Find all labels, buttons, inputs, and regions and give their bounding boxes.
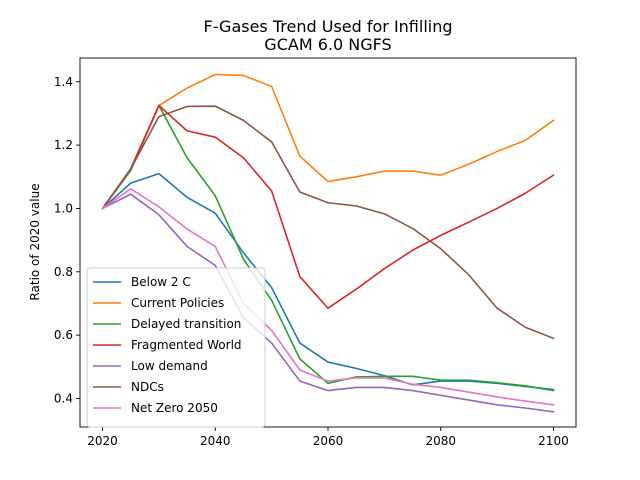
legend-label-1: Current Policies (131, 296, 224, 310)
x-tick-label: 2020 (87, 434, 118, 448)
legend-label-3: Fragmented World (131, 338, 242, 352)
y-tick-label: 1.0 (54, 201, 73, 215)
series-line-1 (101, 73, 555, 210)
y-tick-label: 0.6 (54, 328, 73, 342)
plot-lines (101, 73, 555, 413)
legend-label-5: NDCs (131, 380, 164, 394)
legend-box (86, 267, 266, 428)
y-tick-label: 0.8 (54, 265, 73, 279)
series-line-2 (101, 104, 555, 392)
x-tick-label: 2060 (313, 434, 344, 448)
y-tick-label: 1.2 (54, 138, 73, 152)
chart-title: F-Gases Trend Used for Infilling (203, 17, 452, 36)
axes: 2020 2040 2060 2080 2100 0.4 0.6 0.8 1.0 1.2 1.4 (54, 57, 577, 448)
legend-label-0: Below 2 C (131, 275, 191, 289)
legend-label-4: Low demand (131, 359, 208, 373)
x-tick-label: 2080 (425, 434, 456, 448)
legend-label-2: Delayed transition (131, 317, 241, 331)
x-tick-label: 2040 (200, 434, 231, 448)
y-axis-label: Ratio of 2020 value (28, 183, 42, 300)
x-tick-label: 2100 (538, 434, 569, 448)
series-line-5 (101, 105, 555, 340)
series-line-0 (101, 172, 555, 391)
y-tick-label: 1.4 (54, 75, 73, 89)
y-tick-label: 0.4 (54, 391, 73, 405)
series-line-6 (101, 188, 555, 406)
legend: Below 2 C Current Policies Delayed transit… (86, 267, 266, 428)
legend-label-6: Net Zero 2050 (131, 401, 218, 415)
series-line-4 (101, 193, 555, 413)
chart-subtitle: GCAM 6.0 NGFS (264, 35, 391, 54)
series-line-3 (101, 104, 555, 310)
